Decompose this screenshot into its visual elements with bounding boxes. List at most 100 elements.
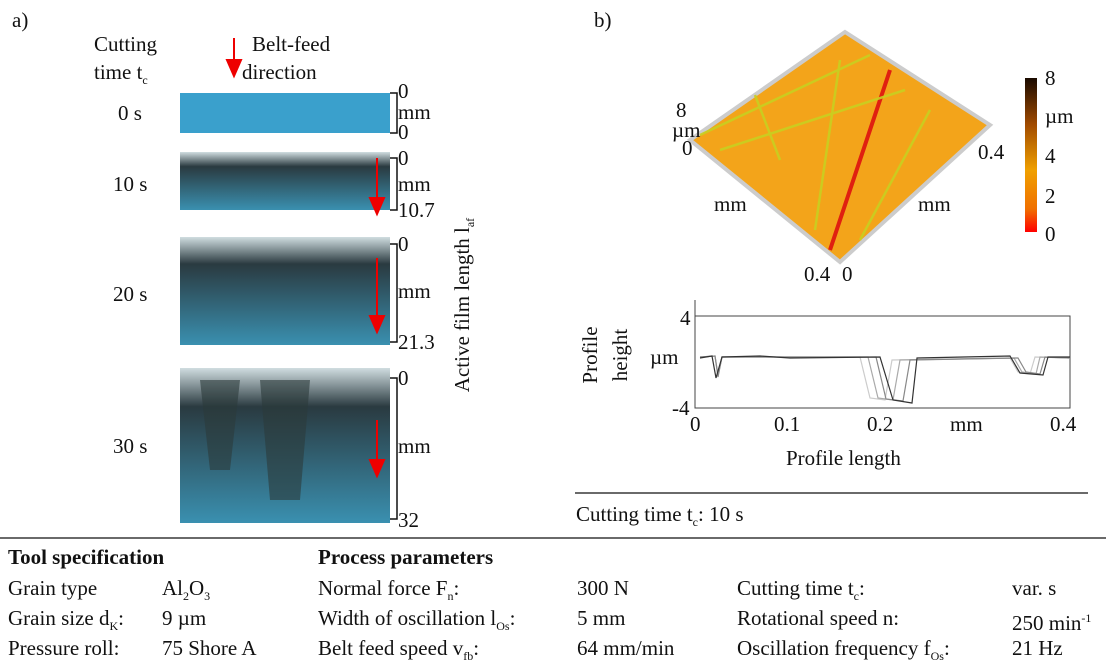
- profile-curves: [699, 355, 1071, 404]
- text: :: [453, 576, 460, 600]
- colorbar-label: 4: [1045, 144, 1056, 168]
- table-title: Tool specification: [8, 545, 165, 569]
- text: Width of oscillation l: [318, 606, 497, 630]
- colorbar: [1025, 78, 1037, 232]
- panel-label: a): [12, 8, 29, 32]
- parameter-name: Pressure roll:: [8, 636, 119, 660]
- header: Belt-feed: [252, 32, 331, 56]
- axis-label: height: [608, 328, 632, 382]
- colorbar-label: 2: [1045, 184, 1056, 208]
- table-title: Process parameters: [318, 545, 494, 569]
- tick-label: 0.1: [774, 412, 801, 436]
- tick-label: 0.4: [1050, 412, 1077, 436]
- text: :: [859, 576, 865, 600]
- subscript: c: [142, 73, 148, 88]
- text: :: [943, 636, 950, 660]
- text: Al: [162, 576, 183, 600]
- scale-label: 0: [398, 79, 409, 103]
- text: Active film length l: [449, 227, 474, 393]
- tick-label: 0.2: [867, 412, 894, 436]
- text: Cutting time t: [737, 576, 854, 600]
- axis-label: Profile length: [786, 446, 901, 470]
- parameter-name: Belt feed speed vfb:: [318, 636, 479, 664]
- parameter-value: 21 Hz: [1012, 636, 1063, 660]
- tick-label: 0: [690, 412, 701, 436]
- scale-label: 0: [398, 232, 409, 256]
- text: 64 mm/min: [577, 636, 675, 660]
- scale-label: 21.3: [398, 330, 435, 354]
- time: 30 s: [113, 434, 148, 458]
- parameter-name: Width of oscillation lOs:: [318, 606, 515, 638]
- film-image: [180, 237, 390, 345]
- axis-label: 0: [842, 262, 853, 286]
- tick-label: -4: [672, 396, 690, 420]
- topography-surface: [686, 29, 994, 265]
- text: 9 µm: [162, 606, 207, 630]
- subscript: c: [692, 515, 698, 530]
- parameter-name: Cutting time tc:: [737, 576, 865, 608]
- scale-label: 10.7: [398, 198, 435, 222]
- time: 10 s: [113, 172, 148, 196]
- parameter-name: Grain type: [8, 576, 97, 600]
- time: 20 s: [113, 282, 148, 306]
- text: var. s: [1012, 576, 1057, 600]
- text: : 10 s: [698, 502, 744, 526]
- time: 0 s: [118, 101, 142, 125]
- subscript: af: [463, 217, 478, 228]
- text: Cutting time t: [576, 502, 693, 526]
- topography-scratch: [828, 69, 892, 251]
- text: Rotational speed n:: [737, 606, 900, 630]
- axis-label: 0: [682, 136, 693, 160]
- subscript: Os: [496, 619, 510, 634]
- parameter-value: 5 mm: [577, 606, 625, 630]
- colorbar-label: 8: [1045, 66, 1056, 90]
- colorbar-label: 0: [1045, 222, 1056, 246]
- superscript: -1: [1081, 611, 1092, 625]
- axis-label: 8: [676, 98, 687, 122]
- parameter-name: Rotational speed n:: [737, 606, 899, 630]
- text: Grain size d: [8, 606, 110, 630]
- text: Grain type: [8, 576, 98, 600]
- tick-label: 4: [680, 306, 691, 330]
- parameter-name: Oscillation frequency fOs:: [737, 636, 950, 664]
- axis-label: 0.4: [978, 140, 1005, 164]
- parameter-value: 300 N: [577, 576, 629, 600]
- parameter-value: 250 min-1: [1012, 606, 1091, 635]
- subscript: 2: [183, 589, 189, 604]
- subscript: fb: [463, 649, 474, 664]
- tick-label: µm: [650, 345, 679, 369]
- text: :: [509, 606, 516, 630]
- parameter-value: 9 µm: [162, 606, 206, 630]
- film-texture: [200, 380, 310, 500]
- header: Cutting: [94, 32, 158, 56]
- subscript: n: [447, 589, 454, 604]
- header: time tc: [94, 60, 148, 92]
- subscript: 3: [204, 589, 211, 604]
- text: Pressure roll:: [8, 636, 120, 660]
- subscript: c: [853, 589, 859, 604]
- text: 300 N: [577, 576, 629, 600]
- axis-label: 0.4: [804, 262, 831, 286]
- text: :: [473, 636, 480, 660]
- text: O: [189, 576, 205, 600]
- text: 75 Shore A: [162, 636, 257, 660]
- scale-label: 0: [398, 366, 409, 390]
- scale-label: 0: [398, 146, 409, 170]
- text: 5 mm: [577, 606, 626, 630]
- text: Belt feed speed v: [318, 636, 464, 660]
- text: Oscillation frequency f: [737, 636, 931, 660]
- text: 21 Hz: [1012, 636, 1063, 660]
- parameter-name: Normal force Fn:: [318, 576, 459, 608]
- axis-label: µm: [672, 118, 701, 142]
- scale-label: mm: [398, 100, 431, 124]
- text: :: [118, 606, 124, 630]
- parameter-value: Al2O3: [162, 576, 210, 608]
- scale-label: mm: [398, 434, 431, 458]
- text: Normal force F: [318, 576, 448, 600]
- topography-scratch: [699, 53, 932, 241]
- parameter-value: 75 Shore A: [162, 636, 257, 660]
- scale-brackets: [390, 92, 398, 520]
- axis-label: Active film length laf: [450, 218, 482, 392]
- tick-label: mm: [950, 412, 983, 436]
